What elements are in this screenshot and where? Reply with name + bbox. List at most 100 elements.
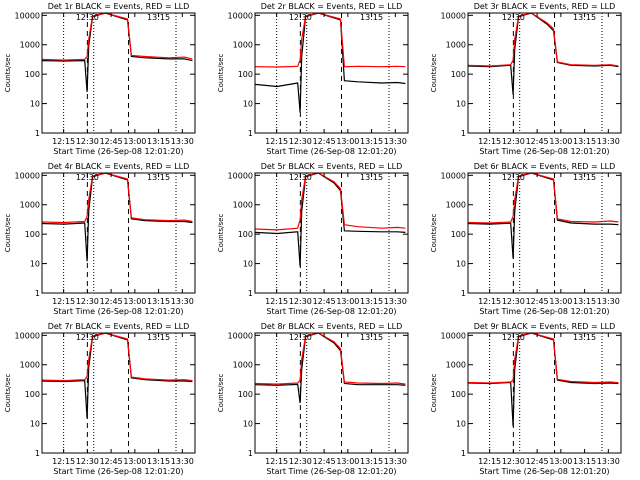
y-tick-label: 1 xyxy=(461,449,466,458)
y-tick-label: 10 xyxy=(30,420,40,429)
x-tick-label: 13:30 xyxy=(597,457,620,466)
marker-s: 12:30 xyxy=(502,333,525,342)
chart-title: Det 5r BLACK = Events, RED = LLD xyxy=(261,162,403,171)
chart-title: Det 2r BLACK = Events, RED = LLD xyxy=(261,2,403,11)
plot-frame xyxy=(467,12,622,134)
x-tick-label: 12:30 xyxy=(289,297,312,306)
detector-panel-2: Det 2r BLACK = Events, RED = LLD 1 10 100 10… xyxy=(217,2,409,156)
y-tick-label: 10000 xyxy=(441,171,466,180)
y-tick-label: 10 xyxy=(456,420,466,429)
y-tick-label: 1000 xyxy=(233,361,253,370)
x-tick-label: 13:15 xyxy=(147,297,170,306)
y-tick-label: 1 xyxy=(35,289,40,298)
marker-e: 13:15 xyxy=(147,13,170,22)
y-axis-label: Counts/sec xyxy=(430,214,438,253)
plot-frame xyxy=(254,172,409,294)
y-tick-label: 10000 xyxy=(228,11,253,20)
y-tick-label: 100 xyxy=(238,230,253,239)
series-line-black xyxy=(467,332,619,427)
y-tick-label: 100 xyxy=(451,70,466,79)
marker-e: 13:15 xyxy=(360,173,383,182)
x-axis-label: Start Time (26-Sep-08 12:01:20) xyxy=(479,307,609,316)
y-axis-label: Counts/sec xyxy=(430,374,438,413)
x-tick-label: 13:15 xyxy=(360,457,383,466)
y-tick-label: 1000 xyxy=(446,361,466,370)
marker-s: 12:30 xyxy=(502,13,525,22)
x-tick-label: 12:30 xyxy=(76,457,99,466)
marker-s: 12:30 xyxy=(76,173,99,182)
y-tick-label: 100 xyxy=(451,390,466,399)
x-tick-label: 12:45 xyxy=(526,297,549,306)
x-tick-label: 13:15 xyxy=(360,297,383,306)
x-axis-label: Start Time (26-Sep-08 12:01:20) xyxy=(266,147,396,156)
x-tick-label: 12:15 xyxy=(265,137,288,146)
x-tick-label: 13:00 xyxy=(336,457,359,466)
y-tick-label: 100 xyxy=(25,390,40,399)
y-tick-label: 10000 xyxy=(441,331,466,340)
chart-title: Det 8r BLACK = Events, RED = LLD xyxy=(261,322,403,331)
x-tick-label: 12:15 xyxy=(478,457,501,466)
x-tick-label: 12:45 xyxy=(526,137,549,146)
y-tick-label: 1 xyxy=(35,449,40,458)
series-line-black xyxy=(254,12,406,113)
x-tick-label: 12:45 xyxy=(100,297,123,306)
y-tick-label: 1000 xyxy=(233,201,253,210)
y-tick-label: 10 xyxy=(243,420,253,429)
chart-title: Det 6r BLACK = Events, RED = LLD xyxy=(474,162,616,171)
y-axis-label: Counts/sec xyxy=(217,374,225,413)
x-tick-label: 13:15 xyxy=(573,457,596,466)
x-tick-label: 13:30 xyxy=(171,297,194,306)
y-tick-label: 100 xyxy=(25,230,40,239)
y-axis-label: Counts/sec xyxy=(430,54,438,93)
y-tick-label: 10 xyxy=(30,260,40,269)
marker-e: 13:15 xyxy=(360,13,383,22)
x-tick-label: 13:30 xyxy=(384,137,407,146)
x-tick-label: 12:30 xyxy=(76,137,99,146)
y-tick-label: 1000 xyxy=(446,201,466,210)
x-tick-label: 13:15 xyxy=(573,297,596,306)
y-tick-label: 1000 xyxy=(233,41,253,50)
y-axis-label: Counts/sec xyxy=(217,214,225,253)
marker-e: 13:15 xyxy=(147,173,170,182)
chart-title: Det 7r BLACK = Events, RED = LLD xyxy=(48,322,190,331)
series-line-black xyxy=(467,172,619,259)
x-tick-label: 12:30 xyxy=(502,457,525,466)
y-tick-label: 10 xyxy=(456,100,466,109)
y-tick-label: 10000 xyxy=(15,11,40,20)
y-tick-label: 1 xyxy=(248,449,253,458)
y-tick-label: 100 xyxy=(451,230,466,239)
series-line-black xyxy=(467,12,619,95)
series-line-red xyxy=(467,12,619,67)
y-axis-label: Counts/sec xyxy=(4,214,12,253)
y-axis-label: Counts/sec xyxy=(4,54,12,93)
y-tick-label: 1 xyxy=(461,129,466,138)
x-tick-label: 12:15 xyxy=(52,297,75,306)
detector-panel-3: Det 3r BLACK = Events, RED = LLD 1 10 100 10… xyxy=(430,2,622,156)
plot-frame xyxy=(254,12,409,134)
x-tick-label: 12:45 xyxy=(526,457,549,466)
y-tick-label: 10000 xyxy=(441,11,466,20)
y-tick-label: 100 xyxy=(25,70,40,79)
series-line-red xyxy=(254,332,406,385)
x-tick-label: 12:30 xyxy=(76,297,99,306)
marker-s: 12:30 xyxy=(76,13,99,22)
y-tick-label: 10 xyxy=(456,260,466,269)
plot-frame xyxy=(41,172,196,294)
y-axis-label: Counts/sec xyxy=(217,54,225,93)
x-tick-label: 13:15 xyxy=(147,457,170,466)
x-tick-label: 13:15 xyxy=(360,137,383,146)
x-tick-label: 13:30 xyxy=(171,457,194,466)
y-tick-label: 1 xyxy=(35,129,40,138)
marker-s: 12:30 xyxy=(76,333,99,342)
x-tick-label: 12:15 xyxy=(265,297,288,306)
y-tick-label: 1 xyxy=(461,289,466,298)
marker-e: 13:15 xyxy=(573,13,596,22)
x-tick-label: 13:30 xyxy=(171,137,194,146)
x-tick-label: 13:00 xyxy=(123,137,146,146)
x-axis-label: Start Time (26-Sep-08 12:01:20) xyxy=(53,307,183,316)
x-tick-label: 12:15 xyxy=(52,457,75,466)
marker-s: 12:30 xyxy=(289,173,312,182)
y-tick-label: 10 xyxy=(30,100,40,109)
detector-panel-1: Det 1r BLACK = Events, RED = LLD 1 10 100 10… xyxy=(4,2,196,156)
